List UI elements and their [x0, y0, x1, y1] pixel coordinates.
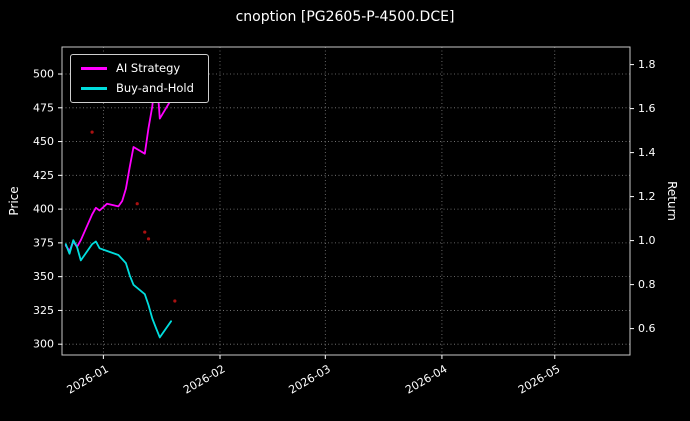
legend-swatch-ai-strategy — [81, 67, 107, 71]
return-tick-label: 1.2 — [638, 190, 656, 203]
return-tick-label: 1.0 — [638, 234, 656, 247]
legend-label-ai-strategy: AI Strategy — [116, 61, 181, 75]
price-tick-label: 375 — [33, 236, 54, 249]
price-tick-label: 400 — [33, 203, 54, 216]
trade-marker-dot — [146, 237, 151, 241]
return-tick-label: 1.6 — [638, 102, 656, 115]
chart-title: cnoption [PG2605-P-4500.DCE] — [235, 9, 455, 25]
trade-marker-dot — [90, 130, 94, 134]
plot-border — [61, 46, 631, 356]
date-tick-label: 2026-01 — [65, 362, 111, 396]
series-line-ai-strategy — [64, 66, 173, 252]
price-tick-label: 425 — [33, 169, 54, 182]
date-tick-label: 2026-04 — [403, 362, 449, 396]
return-tick-label: 1.8 — [638, 58, 656, 71]
trade-marker-dot — [173, 299, 177, 303]
legend-label-buy-and-hold: Buy-and-Hold — [116, 80, 194, 95]
return-tick-label: 0.6 — [638, 322, 656, 335]
price-tick-label: 500 — [33, 68, 54, 81]
legend-item-ai-strategy: AI Strategy — [81, 61, 194, 75]
return-tick-label: 1.4 — [638, 146, 656, 159]
date-tick-label: 2026-02 — [181, 362, 227, 396]
price-tick-label: 350 — [33, 270, 54, 283]
date-tick-label: 2026-03 — [287, 362, 333, 396]
price-tick-label: 300 — [33, 338, 54, 351]
series-line-buy-and-hold — [64, 239, 173, 339]
trade-marker-dot — [143, 230, 147, 234]
legend-swatch-buy-and-hold — [81, 86, 107, 90]
date-tick-label: 2026-05 — [516, 362, 562, 396]
price-tick-label: 475 — [33, 101, 54, 114]
trade-marker-dot — [135, 202, 139, 206]
legend: AI Strategy Buy-and-Hold — [70, 54, 209, 103]
return-tick-label: 0.8 — [638, 278, 656, 291]
price-tick-label: 450 — [33, 135, 54, 148]
price-tick-label: 325 — [33, 304, 54, 317]
legend-item-buy-and-hold: Buy-and-Hold — [81, 80, 194, 95]
